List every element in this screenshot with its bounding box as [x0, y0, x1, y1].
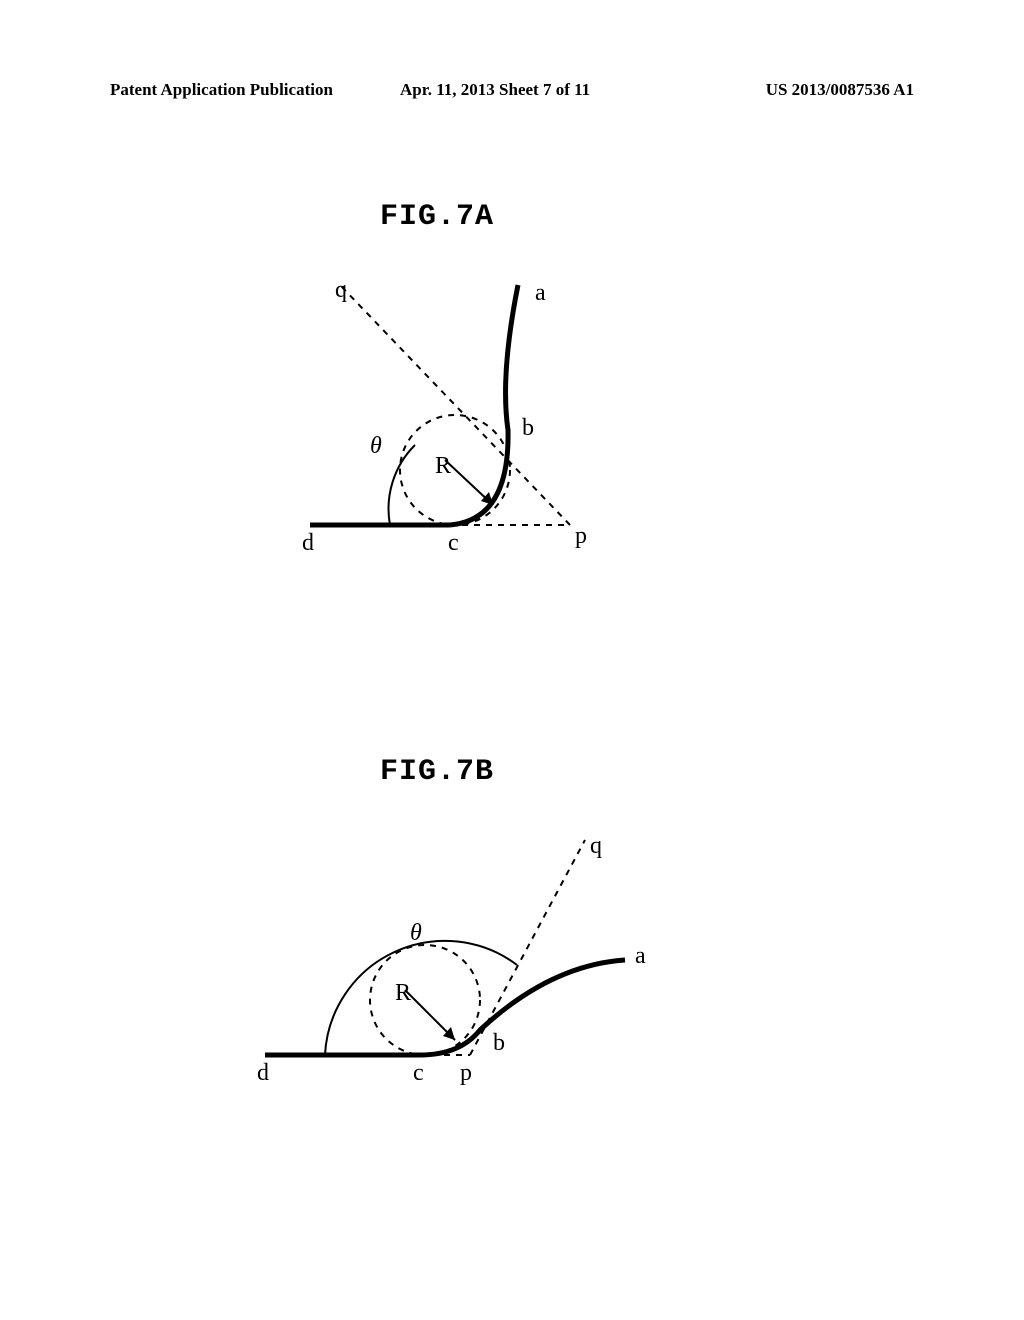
fig7b-label-q: q	[590, 833, 602, 860]
fig7b-label-p: p	[460, 1060, 472, 1087]
header-left: Patent Application Publication	[110, 80, 333, 100]
fig7b-label-d: d	[257, 1060, 269, 1087]
fig7b-diagram: q a b p c d R θ	[255, 835, 675, 1115]
header-center: Apr. 11, 2013 Sheet 7 of 11	[400, 80, 590, 100]
fig7b-label-theta: θ	[410, 920, 422, 947]
fig7a-title: FIG.7A	[380, 200, 494, 234]
fig7a-label-c: c	[448, 530, 459, 557]
fig7a-label-b: b	[522, 415, 534, 442]
fig7b-label-a: a	[635, 943, 646, 970]
fig7a-label-theta: θ	[370, 433, 382, 460]
fig7b-label-R: R	[395, 980, 411, 1007]
header-right: US 2013/0087536 A1	[766, 80, 914, 100]
fig7b-label-c: c	[413, 1060, 424, 1087]
fig7b-title: FIG.7B	[380, 755, 494, 789]
fig7a-label-d: d	[302, 530, 314, 557]
fig7a-label-a: a	[535, 280, 546, 307]
fig7a-label-q: q	[335, 277, 347, 304]
fig7a-diagram: q a b p c d R θ	[300, 275, 620, 575]
fig7a-label-R: R	[435, 453, 451, 480]
fig7a-label-p: p	[575, 523, 587, 550]
fig7b-label-b: b	[493, 1030, 505, 1057]
